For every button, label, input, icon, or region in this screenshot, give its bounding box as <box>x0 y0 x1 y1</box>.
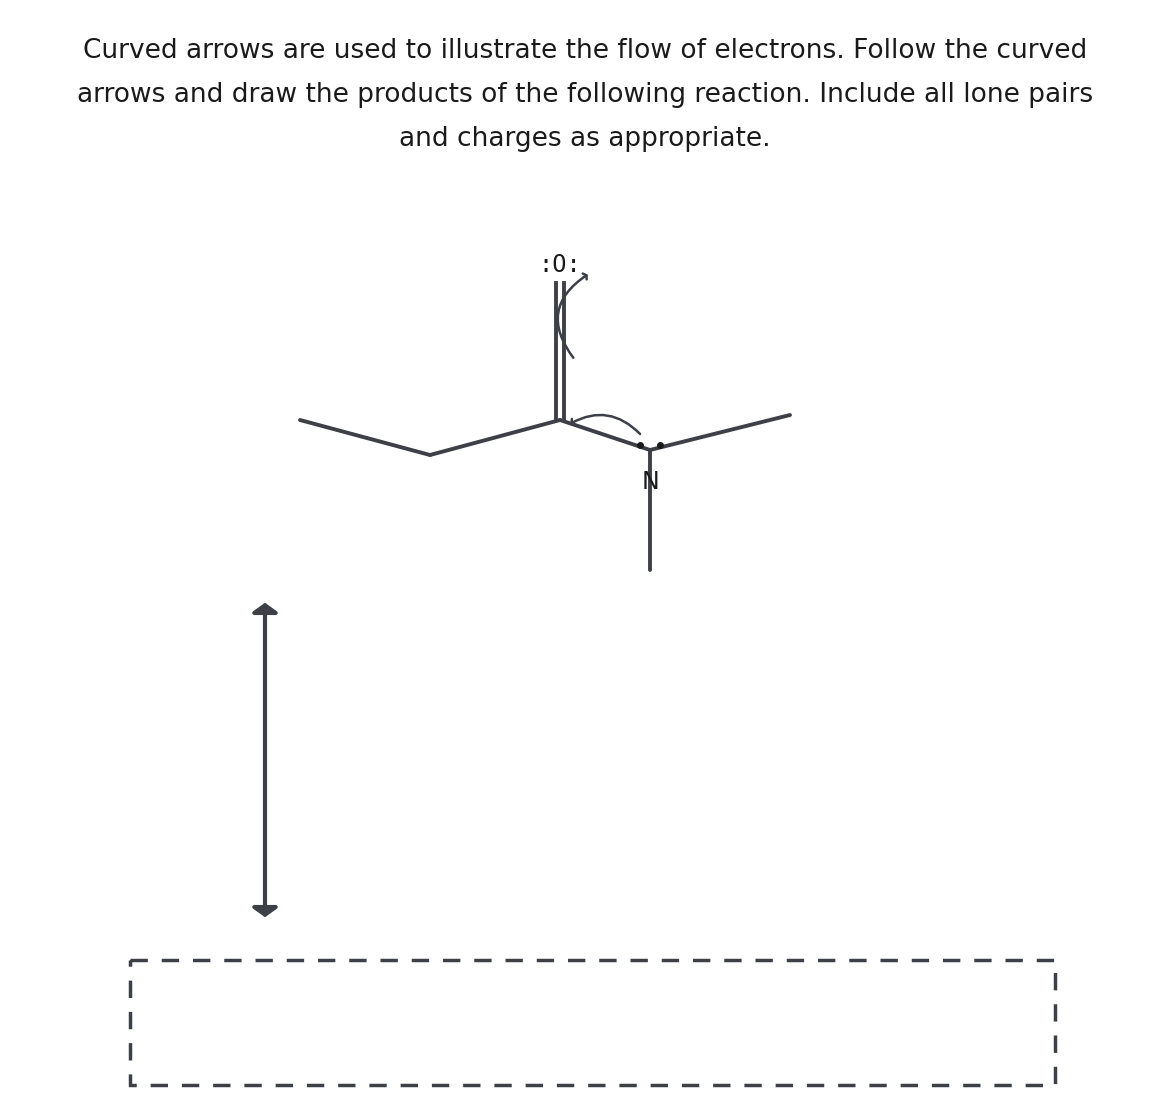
Text: arrows and draw the products of the following reaction. Include all lone pairs: arrows and draw the products of the foll… <box>77 82 1093 108</box>
Text: and charges as appropriate.: and charges as appropriate. <box>399 126 771 152</box>
Bar <box>130 960 1055 1085</box>
Text: N: N <box>641 470 659 494</box>
Text: Curved arrows are used to illustrate the flow of electrons. Follow the curved: Curved arrows are used to illustrate the… <box>83 38 1087 64</box>
Text: :O:: :O: <box>538 253 581 277</box>
